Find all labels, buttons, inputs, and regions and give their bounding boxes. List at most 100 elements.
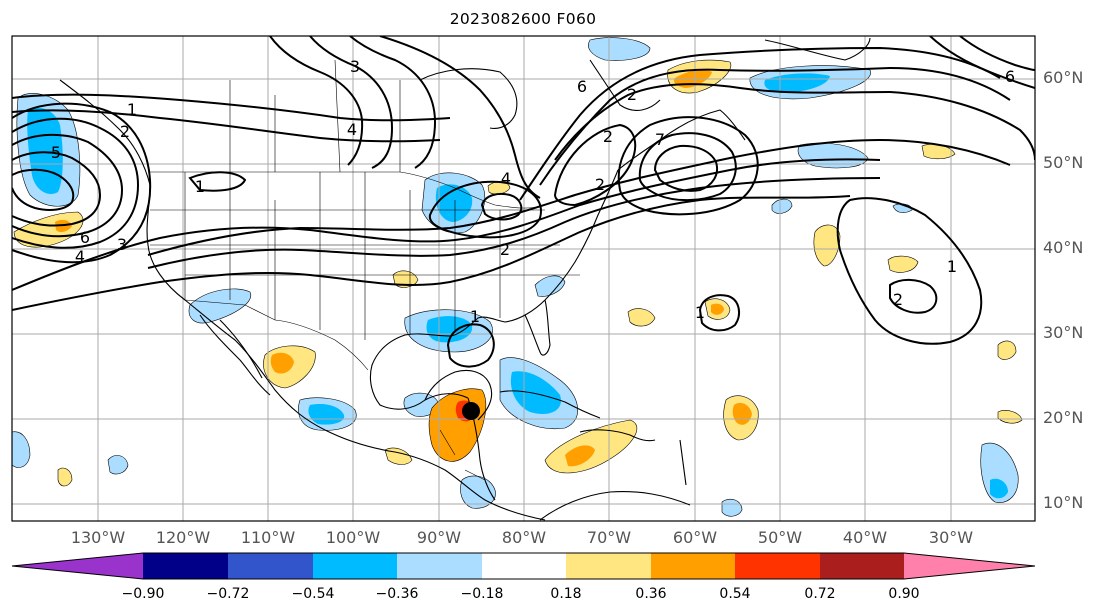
- shaded-neg-caribbean-core: [510, 371, 561, 415]
- colorbar-outline: [11, 552, 1036, 580]
- coastline-cuba: [499, 390, 601, 419]
- contour-label: 2: [595, 175, 605, 194]
- colorbar-segment: [904, 553, 1035, 579]
- colorbar-tick-label: 0.18: [550, 586, 582, 602]
- contour-northern-2: [12, 109, 441, 143]
- contour-pacific-low-5: [12, 168, 75, 211]
- coastlines: [59, 37, 871, 521]
- contour-label: 2: [120, 122, 130, 141]
- lon-label: 80°W: [501, 528, 547, 547]
- contour-pacific-low-3: [12, 133, 124, 238]
- contour-labels: 1 2 3 4 5 6 1 2 3 4 6 2 1 2 4 6 7 2 1 2 …: [51, 57, 1015, 326]
- contour-pacific-low-2: [12, 117, 140, 249]
- map-frame: [11, 35, 1036, 522]
- colorbar-tick-label: 0.90: [888, 586, 920, 602]
- lon-label: 110°W: [240, 528, 296, 547]
- lon-label: 40°W: [842, 528, 888, 547]
- coastline-hispaniola: [579, 429, 656, 442]
- contour-label: 4: [501, 169, 511, 188]
- colorbar-segment: [228, 553, 313, 579]
- shaded-pos-atlantic-central: [813, 224, 841, 267]
- shaded-fields: [12, 37, 1023, 517]
- colorbar-tick-label: −0.54: [291, 586, 335, 602]
- coastline-mexico-pacific: [199, 314, 271, 396]
- contour-jet-3: [147, 138, 1011, 256]
- contour-pacific-low-1: [12, 102, 152, 264]
- coastline-baja: [219, 319, 263, 379]
- contour-label: 6: [80, 228, 90, 247]
- coastline-hudson: [419, 68, 518, 129]
- contour-jet-2: [12, 158, 881, 291]
- contour-newfoundland-low-2: [638, 132, 737, 202]
- contour-label: 1: [470, 307, 480, 326]
- colorbar-tick-label: 0.54: [719, 586, 751, 602]
- shaded-neg-florida: [534, 275, 566, 297]
- colorbar-segment: [143, 553, 228, 579]
- lon-label: 100°W: [325, 528, 381, 547]
- contour-label: 1: [127, 100, 137, 119]
- shaded-pos-atlantic-small: [887, 255, 919, 273]
- map-title: 2023082600 F060: [449, 10, 597, 28]
- lon-label: 130°W: [70, 528, 126, 547]
- contour-label: 3: [117, 235, 127, 254]
- coastline-east-us: [544, 169, 619, 301]
- lon-label: 30°W: [928, 528, 974, 547]
- shaded-neg-atlantic-ne-core: [764, 73, 830, 93]
- coastline-canada-east: [617, 109, 746, 171]
- colorbar-segment: [482, 553, 566, 579]
- colorbar-segment: [313, 553, 397, 579]
- contour-label: 2: [603, 127, 613, 146]
- colorbar-tick-label: 0.36: [635, 586, 667, 602]
- contour-lines: [12, 36, 1035, 368]
- shaded-pos-storm-small-core: [711, 303, 724, 315]
- contour-canada-ridge-1: [269, 36, 364, 166]
- storm-center-marker: [462, 402, 480, 420]
- shaded-pos-east-small-2: [997, 410, 1023, 424]
- shaded-neg-pacific-small: [107, 455, 129, 475]
- contour-label: 4: [347, 120, 357, 139]
- lon-label: 60°W: [672, 528, 718, 547]
- contour-label: 3: [350, 57, 360, 76]
- shaded-neg-mid-atlantic: [797, 142, 869, 169]
- contour-label: 4: [75, 247, 85, 266]
- colorbar-tick-label: 0.72: [804, 586, 836, 602]
- colorbar-tick-label: −0.36: [375, 586, 419, 602]
- lat-label: 60°N: [1043, 68, 1084, 87]
- coastline-labrador: [589, 59, 661, 111]
- contour-label: 2: [893, 290, 903, 309]
- colorbar-segment: [12, 553, 143, 579]
- contour-label: 1: [195, 177, 205, 196]
- contour-newfoundland-low-1: [617, 116, 759, 216]
- contour-jet-4: [147, 177, 881, 269]
- contour-label: 1: [695, 303, 705, 322]
- colorbar-segment: [735, 553, 820, 579]
- contour-label: 2: [627, 85, 637, 104]
- contour-atlantic-north-1: [519, 46, 1001, 201]
- contour-great-lakes-low-2: [480, 192, 523, 221]
- contour-pacific-low-4: [12, 151, 102, 227]
- colorbar-tick-label: −0.90: [121, 586, 165, 602]
- colorbar-segment: [566, 553, 651, 579]
- contour-hudson-1: [379, 36, 541, 199]
- shaded-pos-caribbean-core: [565, 445, 595, 467]
- lon-label: 50°W: [757, 528, 803, 547]
- contour-label: 1: [947, 257, 957, 276]
- contour-label: 7: [655, 130, 665, 149]
- contour-subtropical-ring-1: [836, 197, 983, 345]
- colorbar-tick-label: −0.72: [206, 586, 250, 602]
- political-borders: [150, 59, 580, 481]
- colorbar-segment: [651, 553, 735, 579]
- shaded-pos-sw-atlantic: [627, 308, 656, 327]
- colorbar-tick-label: −0.18: [460, 586, 504, 602]
- lat-label: 20°N: [1043, 408, 1084, 427]
- contour-great-lakes-low-1: [428, 180, 542, 239]
- contour-atlantic-north-3: [554, 83, 1035, 161]
- coastline-lesser-antilles: [679, 439, 687, 486]
- coastline-yucatan: [424, 369, 493, 421]
- lat-label: 40°N: [1043, 238, 1084, 257]
- coastline-south-america: [539, 491, 691, 521]
- contour-label: 5: [51, 143, 61, 162]
- coastline-gulf: [369, 299, 546, 410]
- contour-atlantic-ne-1: [929, 36, 1035, 89]
